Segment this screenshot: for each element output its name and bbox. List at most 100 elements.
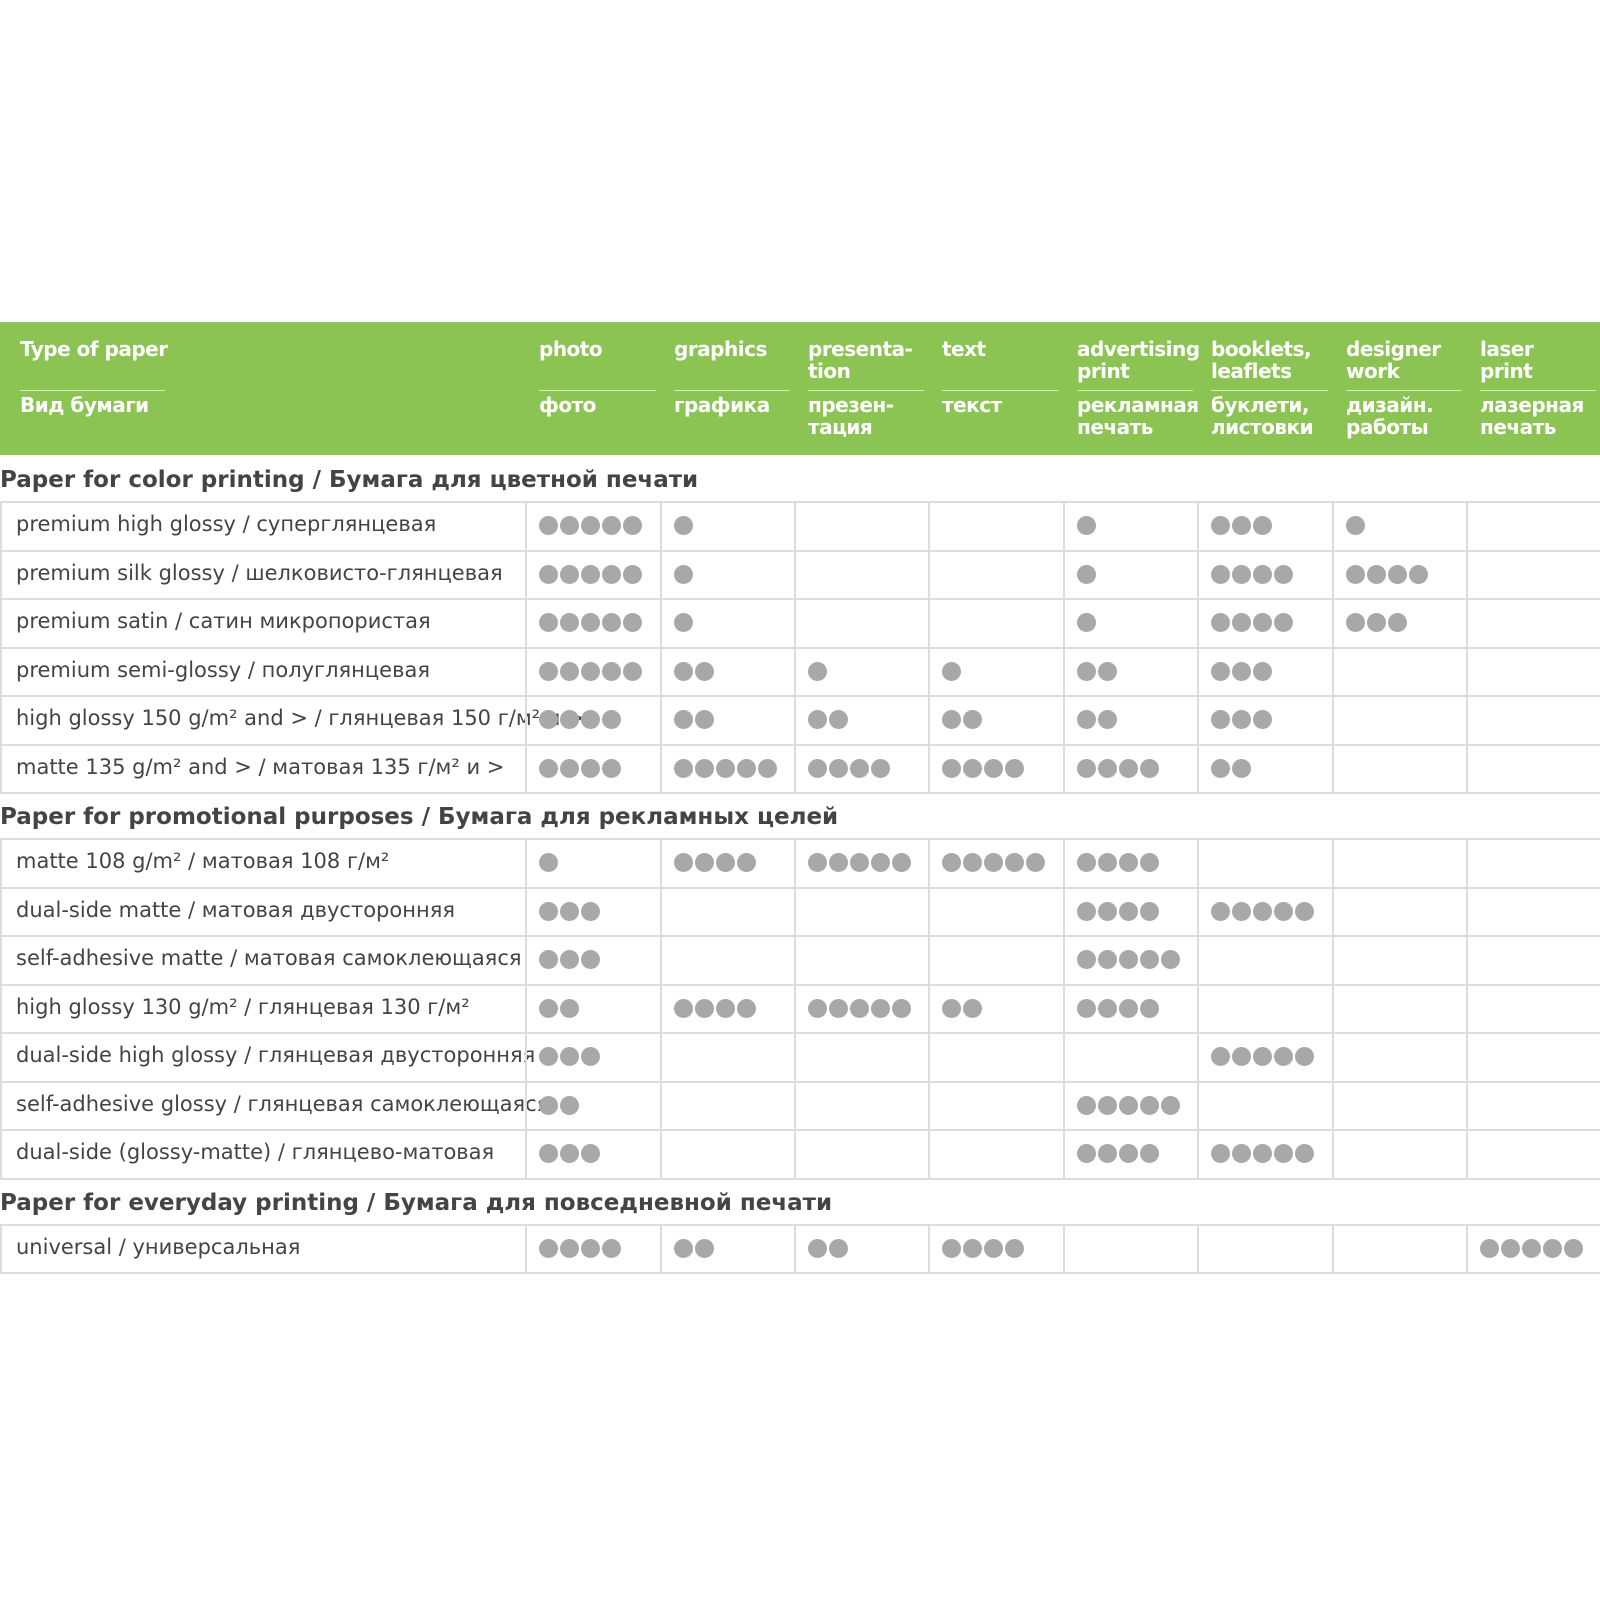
rating-dot: [942, 710, 961, 729]
rating-dot: [808, 758, 827, 778]
rating-dot: [1211, 613, 1230, 632]
rating-dot: [539, 998, 558, 1018]
header-en: designer work: [1346, 337, 1441, 383]
row-border: [0, 1272, 1600, 1274]
rating-dot: [1564, 1238, 1583, 1258]
rating-dot: [829, 998, 848, 1018]
rating-dot: [674, 998, 693, 1018]
rating-dot: [1140, 1144, 1159, 1163]
rating-dot: [1005, 758, 1024, 778]
rating-dot: [674, 853, 693, 872]
rating-dot: [1140, 901, 1159, 921]
rating-dot: [1161, 950, 1180, 969]
rating-dot: [1211, 516, 1230, 535]
rating-dot: [1077, 901, 1096, 921]
header-ru: дизайн. работы: [1346, 393, 1434, 439]
rating-dot: [1005, 1238, 1024, 1258]
rating-dot: [1253, 1144, 1272, 1163]
column-border: [525, 501, 527, 794]
rating-dot: [560, 710, 579, 729]
rating-dot: [623, 661, 642, 681]
rating-dot: [1274, 1144, 1293, 1163]
rating-dot: [1077, 998, 1096, 1018]
rating-dot: [1098, 950, 1117, 969]
rating-dot: [716, 853, 735, 872]
rating-dot: [808, 998, 827, 1018]
rating-dot: [1098, 853, 1117, 872]
rating-dot: [1232, 516, 1251, 535]
rating-dot: [560, 564, 579, 584]
rating-dot: [1098, 901, 1117, 921]
column-border: [1063, 1223, 1065, 1274]
rating-dot: [1077, 853, 1096, 872]
rating-dot: [1274, 901, 1293, 921]
column-border: [1063, 501, 1065, 794]
rating-dot: [942, 1238, 961, 1258]
header-ru: презен- тация: [808, 393, 894, 439]
rating-dot: [674, 758, 693, 778]
column-border: [0, 501, 2, 794]
rating-dot: [602, 613, 621, 632]
column-border: [1466, 501, 1468, 794]
rating-dot: [1098, 661, 1117, 681]
column-border: [928, 501, 930, 794]
rating-dot: [963, 1238, 982, 1258]
rating-dot: [1077, 516, 1096, 535]
header-ru: лазерная печать: [1480, 393, 1584, 439]
column-border: [794, 838, 796, 1180]
rating-dot: [1140, 853, 1159, 872]
section-title: Paper for color printing / Бумага для цв…: [0, 467, 699, 493]
rating-dot: [695, 710, 714, 729]
rating-dot: [602, 516, 621, 535]
rating-dot: [695, 1238, 714, 1258]
rating-dot: [1077, 710, 1096, 729]
rating-dot: [581, 1238, 600, 1258]
header-band: [0, 322, 1600, 455]
rating-dot: [1098, 998, 1117, 1018]
header-en: presenta- tion: [808, 337, 913, 383]
rating-dot: [1295, 1047, 1314, 1066]
section-title: Paper for everyday printing / Бумага для…: [0, 1189, 833, 1216]
rating-dot: [1098, 758, 1117, 778]
rating-dot: [539, 950, 558, 969]
rating-dot: [716, 998, 735, 1018]
header-ru: текст: [942, 393, 1002, 417]
rating-dot: [1161, 1095, 1180, 1115]
rating-dot: [808, 710, 827, 729]
rating-dot: [602, 564, 621, 584]
row-border: [0, 1032, 1600, 1034]
row-border: [0, 886, 1600, 889]
rating-dot: [737, 853, 756, 872]
rating-dot: [623, 516, 642, 535]
column-border: [525, 1223, 527, 1274]
rating-dot: [1211, 1144, 1230, 1163]
rating-dot: [695, 661, 714, 681]
column-border: [928, 1223, 930, 1274]
rating-dot: [737, 758, 756, 778]
column-border: [1063, 838, 1065, 1180]
rating-dot: [1232, 901, 1251, 921]
rating-dot: [716, 758, 735, 778]
rating-dot: [602, 758, 621, 778]
row-name: premium silk glossy / шелковисто-глянцев…: [16, 560, 503, 585]
rating-dot: [1119, 758, 1138, 778]
header-en: photo: [539, 337, 603, 361]
rating-dot: [674, 1238, 693, 1258]
rating-dot: [1501, 1238, 1520, 1258]
rating-dot: [581, 613, 600, 632]
rating-dot: [1211, 710, 1230, 729]
rating-dot: [892, 998, 911, 1018]
row-name: self-adhesive matte / матовая самоклеюща…: [16, 946, 522, 970]
rating-dot: [1232, 1047, 1251, 1066]
row-name: universal / универсальная: [16, 1234, 301, 1259]
rating-dot: [871, 998, 890, 1018]
rating-dot: [674, 516, 693, 535]
column-border: [660, 1223, 662, 1274]
rating-dot: [560, 1047, 579, 1066]
rating-dot: [1005, 853, 1024, 872]
header-divider: [20, 390, 165, 391]
rating-dot: [674, 613, 693, 632]
header-divider: [1346, 390, 1462, 391]
rating-dot: [1232, 710, 1251, 729]
rating-dot: [1077, 1144, 1096, 1163]
